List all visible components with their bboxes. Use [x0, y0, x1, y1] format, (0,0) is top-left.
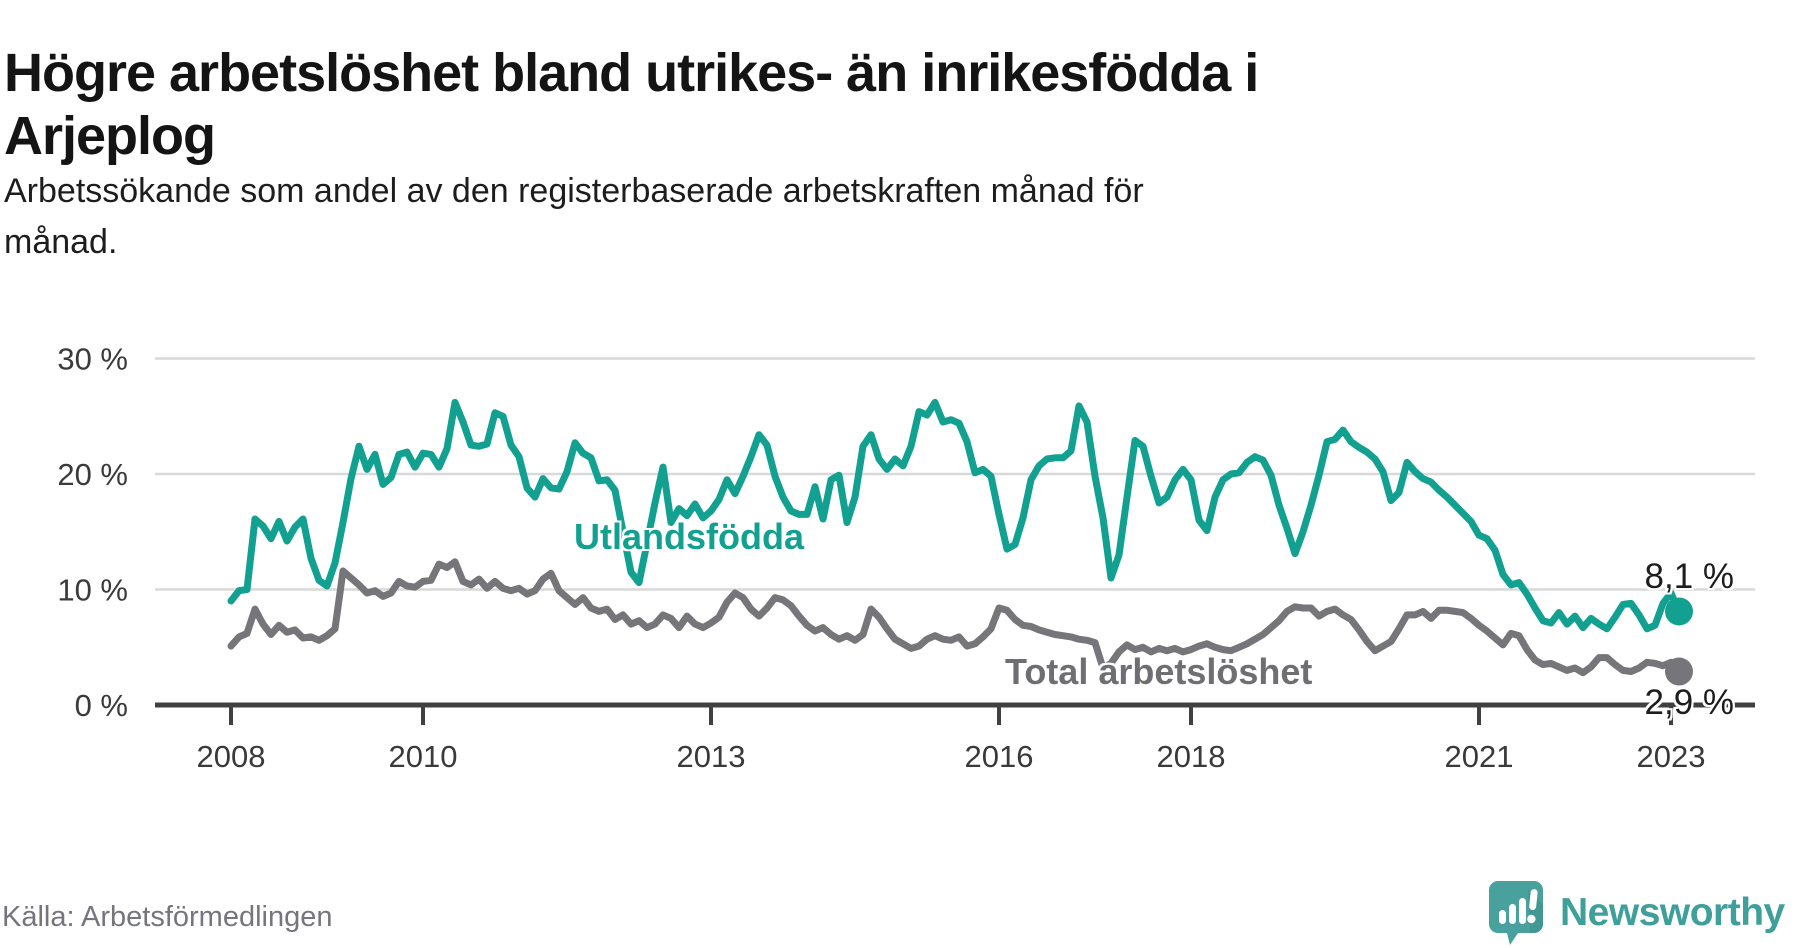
x-tick-label-2008: 2008 [197, 739, 266, 774]
series-line-utlandsf-dda [227, 398, 1683, 633]
newsworthy-speech-bubble-icon [1489, 881, 1543, 945]
x-tick-label-2023: 2023 [1637, 739, 1706, 774]
y-tick-label-0: 0 % [75, 688, 128, 723]
y-tick-label-10: 10 % [57, 573, 128, 608]
end-value-label-total: 2,9 % [1644, 683, 1735, 722]
x-tick-label-2013: 2013 [677, 739, 746, 774]
x-tick-label-2010: 2010 [389, 739, 458, 774]
x-tick-label-2021: 2021 [1445, 739, 1514, 774]
newsworthy-logo: Newsworthy [1488, 880, 1785, 946]
end-value-label-utlandsfodda: 8,1 % [1644, 557, 1735, 596]
series-end-dot-utlandsf-dda [1665, 597, 1693, 626]
series-label-total-arbetsloshet: Total arbetslöshet [1005, 651, 1313, 692]
y-tick-label-20: 20 % [57, 457, 128, 492]
newsworthy-logo-text: Newsworthy [1560, 891, 1785, 934]
x-tick-label-2018: 2018 [1157, 739, 1226, 774]
series-line-total-arbetsl-shet [227, 558, 1683, 677]
chart-subtitle: Arbetssökande som andel av den registerb… [4, 172, 1144, 261]
series-label-utlandsfodda: Utlandsfödda [574, 516, 804, 557]
x-tick-label-2016: 2016 [965, 739, 1034, 774]
page-title: Högre arbetslöshet bland utrikes- än inr… [4, 43, 1259, 167]
series-end-dot-total-arbetsl-shet [1665, 657, 1693, 686]
y-tick-label-30: 30 % [57, 342, 128, 377]
source-attribution: Källa: Arbetsförmedlingen [2, 901, 333, 933]
